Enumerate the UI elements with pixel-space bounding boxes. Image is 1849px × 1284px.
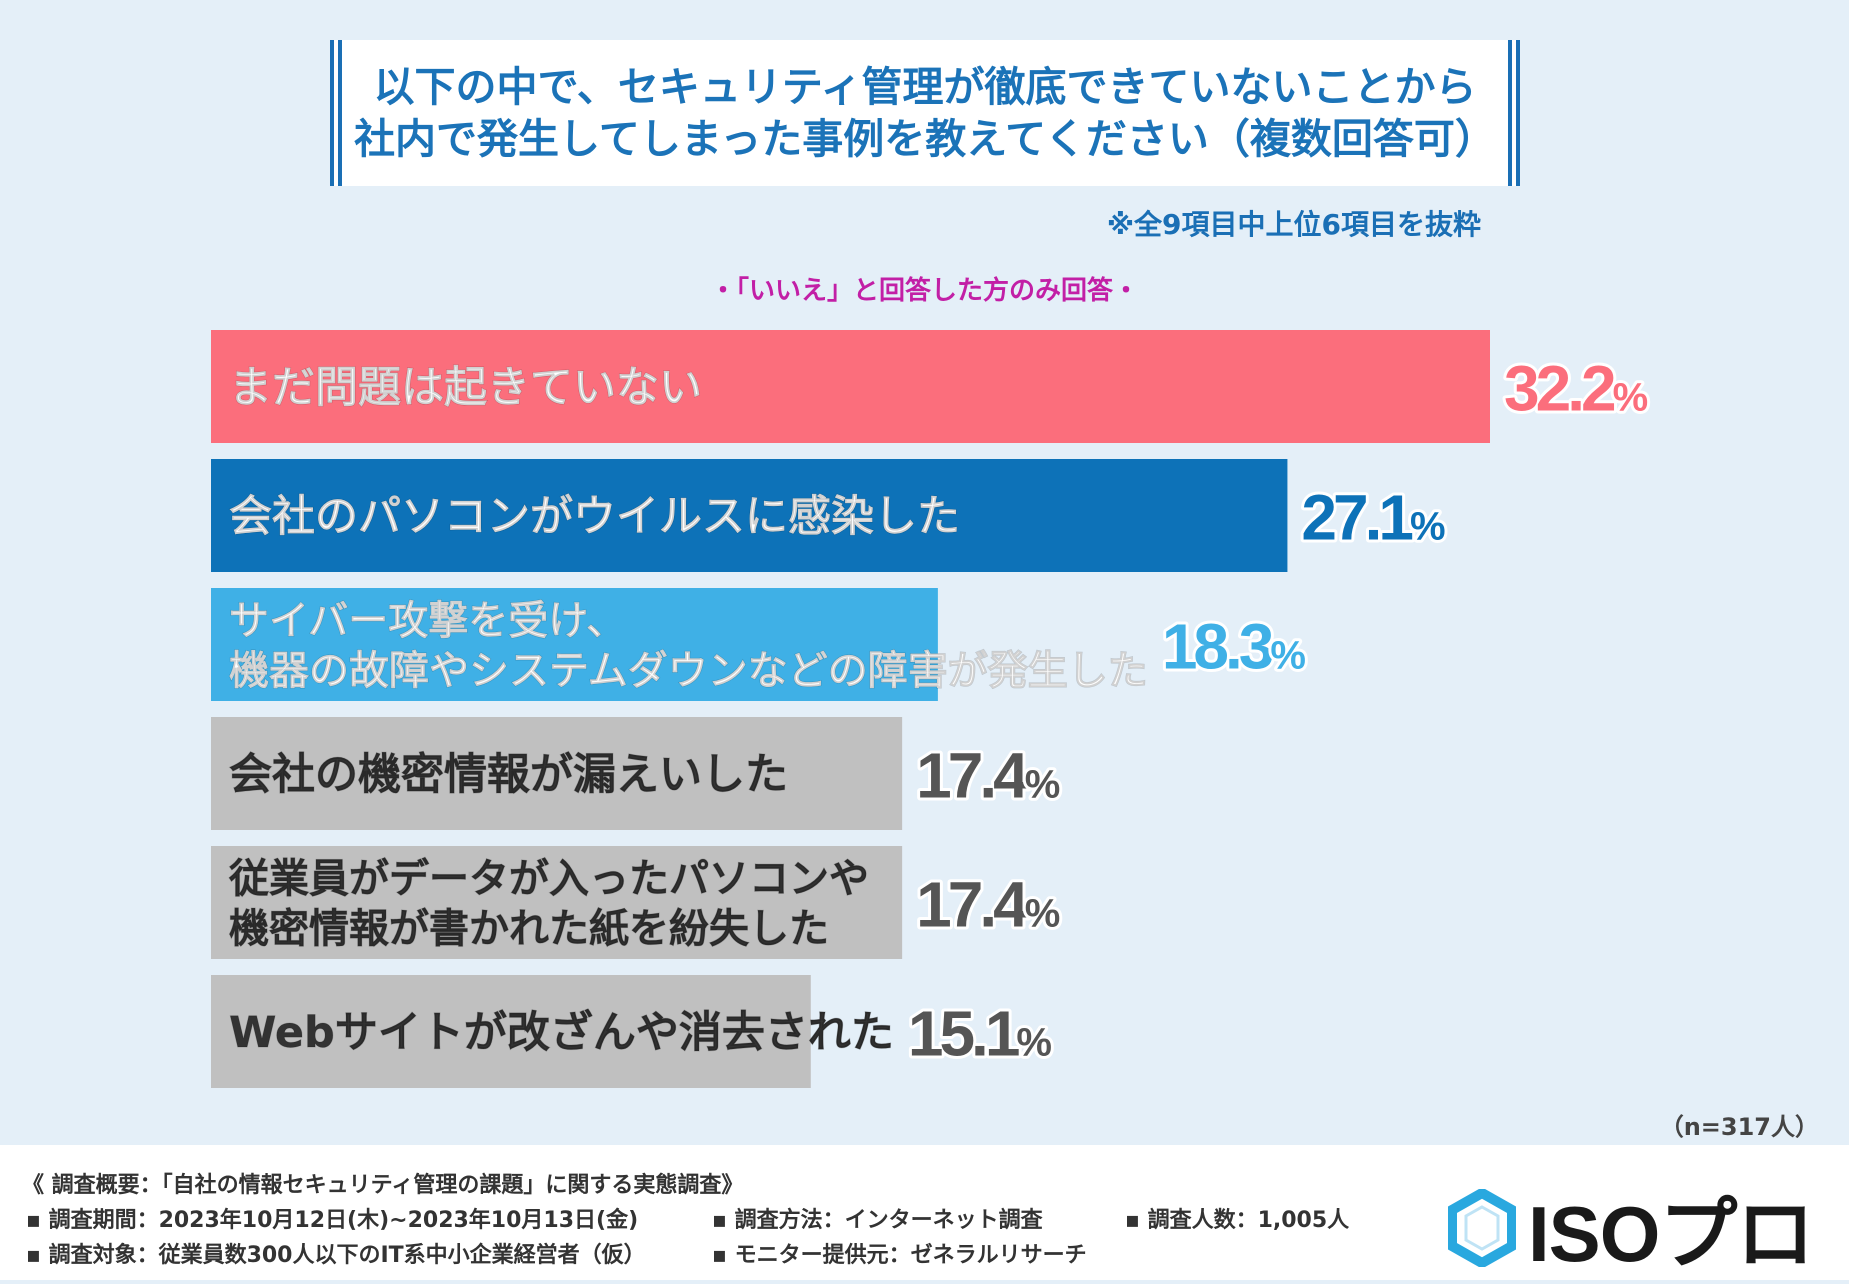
survey-target: ▪ 調査対象：従業員数300人以下のIT系中小企業経営者（仮） (26, 1243, 646, 1268)
sample-size-label: （n=317人） (1659, 1113, 1819, 1141)
title-box: 以下の中で、セキュリティ管理が徹底できていないことから 社内で発生してしまった事… (330, 40, 1520, 186)
value-label-2: 27.1% (1301, 482, 1445, 554)
bar-label-4-line-1: 会社の機密情報が漏えいした (229, 750, 788, 800)
bar-label-5-line-1: 従業員がデータが入ったパソコンや (228, 856, 869, 902)
bar-label-3-line-2: 機器の故障やシステムダウンなどの障害が発生した (229, 648, 1148, 694)
bar-5 (211, 846, 903, 959)
chart-title-line-1: 以下の中で、セキュリティ管理が徹底できていないことから (373, 63, 1477, 111)
hexagon-logo-icon (1448, 1189, 1516, 1267)
bar-1 (211, 330, 1490, 443)
survey-footer: 《 調査概要：「自社の情報セキュリティ管理の課題」に関する実態調査》 ▪ 調査期… (0, 1145, 1849, 1280)
bar-label-2-line-1: 会社のパソコンがウイルスに感染した (229, 492, 960, 542)
value-label-5: 17.4% (916, 869, 1060, 941)
bar-chart: まだ問題は起きていない 32.2% 会社のパソコンがウイルスに感染した 27.1% サイ… (211, 330, 1651, 1088)
survey-method: ▪ 調査方法：インターネット調査 (712, 1208, 1043, 1233)
survey-summary: 《 調査概要：「自社の情報セキュリティ管理の課題」に関する実態調査》 (22, 1173, 744, 1198)
value-label-1: 32.2% (1504, 353, 1648, 425)
survey-period: ▪ 調査期間：2023年10月12日(木)~2023年10月13日(金) (26, 1208, 639, 1233)
survey-provider: ▪ モニター提供元：ゼネラルリサーチ (712, 1243, 1087, 1268)
bar-2 (211, 459, 1288, 572)
bar-6 (211, 975, 811, 1088)
bar-3 (211, 588, 938, 701)
bar-4 (211, 717, 903, 830)
chart-title-line-2: 社内で発生してしまった事例を教えてください（複数回答可） (354, 115, 1496, 163)
logo-text: ISOプロ (1528, 1190, 1814, 1278)
respondent-note: ・「いいえ」と回答した方のみ回答・ (709, 276, 1139, 306)
survey-count: ▪ 調査人数：1,005人 (1125, 1208, 1350, 1233)
value-label-3: 18.3% (1162, 611, 1306, 683)
value-label-6: 15.1% (908, 998, 1052, 1070)
isopro-logo: ISOプロ (1448, 1172, 1814, 1284)
bar-label-5-line-2: 機密情報が書かれた紙を紛失した (229, 906, 829, 952)
bar-label-6-line-1: Webサイトが改ざんや消去された (229, 1008, 894, 1058)
excerpt-note: ※全9項目中上位6項目を抜粋 (1106, 208, 1481, 241)
value-label-4: 17.4% (916, 740, 1060, 812)
bar-label-3-line-1: サイバー攻撃を受け、 (229, 598, 626, 644)
bar-label-1-line-1: まだ問題は起きていない (229, 363, 702, 413)
